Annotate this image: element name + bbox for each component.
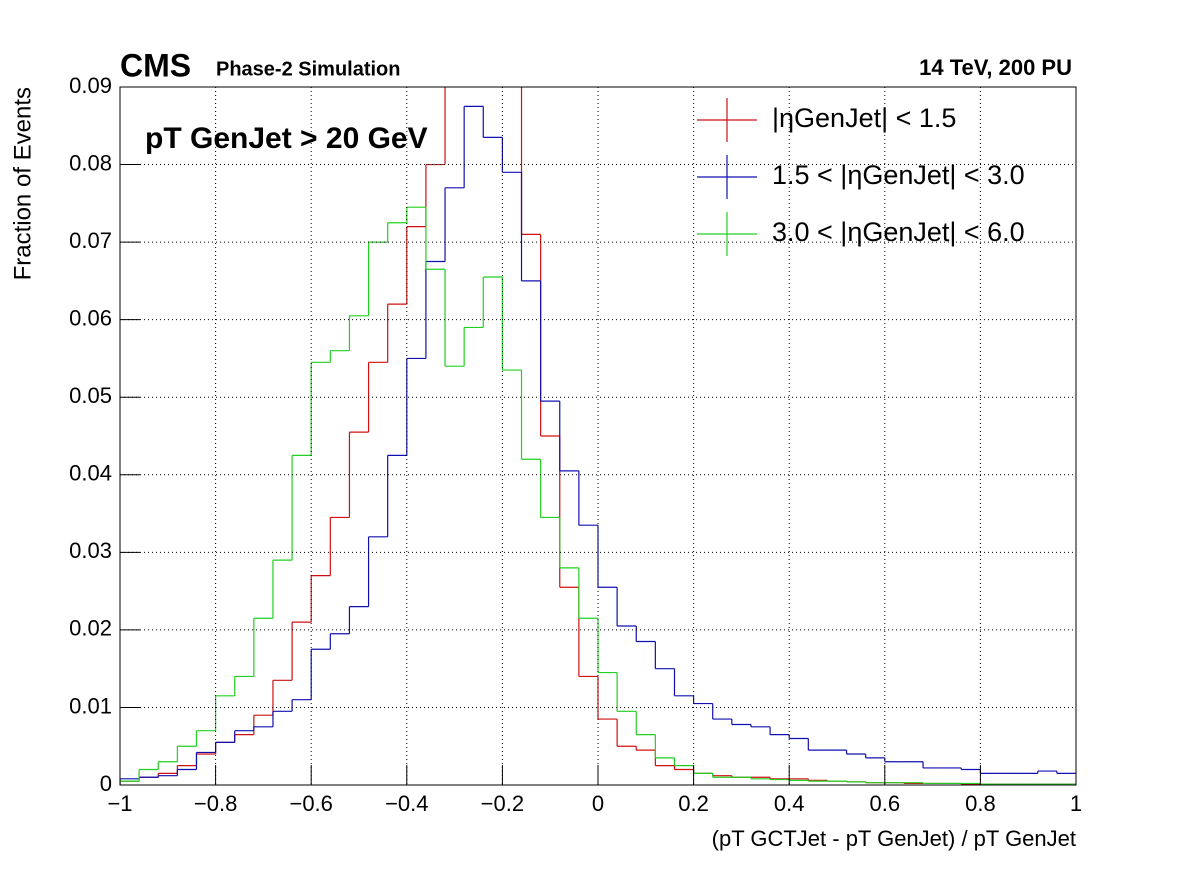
x-axis-label: (pT GCTJet - pT GenJet) / pT GenJet xyxy=(712,826,1076,851)
y-tick-label: 0.06 xyxy=(69,305,112,330)
legend-label: 1.5 < |ηGenJet| < 3.0 xyxy=(772,160,1025,190)
y-tick-label: 0.03 xyxy=(69,538,112,563)
energy-label: 14 TeV, 200 PU xyxy=(919,55,1072,80)
legend-label: |ηGenJet| < 1.5 xyxy=(772,103,956,133)
y-tick-label: 0.09 xyxy=(69,73,112,98)
chart-subtitle: Phase-2 Simulation xyxy=(216,58,401,80)
x-tick-label: −0.8 xyxy=(194,791,237,816)
x-tick-label: −0.4 xyxy=(385,791,428,816)
x-tick-label: 0.6 xyxy=(870,791,901,816)
chart-title: CMS xyxy=(120,47,191,83)
x-tick-label: 0.8 xyxy=(965,791,996,816)
y-tick-label: 0.01 xyxy=(69,693,112,718)
y-tick-label: 0 xyxy=(100,771,112,796)
x-tick-label: −1 xyxy=(107,791,132,816)
y-tick-label: 0.08 xyxy=(69,150,112,175)
x-tick-label: −0.2 xyxy=(481,791,524,816)
annotation: pT GenJet > 20 GeV xyxy=(145,122,428,155)
x-tick-label: 0 xyxy=(592,791,604,816)
plot-area xyxy=(120,87,1076,785)
x-tick-label: 1 xyxy=(1070,791,1082,816)
legend-label: 3.0 < |ηGenJet| < 6.0 xyxy=(772,217,1025,247)
y-tick-label: 0.07 xyxy=(69,228,112,253)
x-tick-label: 0.4 xyxy=(774,791,805,816)
x-tick-label: 0.2 xyxy=(678,791,709,816)
y-axis-label: Fraction of Events xyxy=(9,87,36,280)
y-tick-label: 0.05 xyxy=(69,383,112,408)
y-tick-label: 0.04 xyxy=(69,461,112,486)
y-tick-label: 0.02 xyxy=(69,616,112,641)
x-tick-label: −0.6 xyxy=(289,791,332,816)
